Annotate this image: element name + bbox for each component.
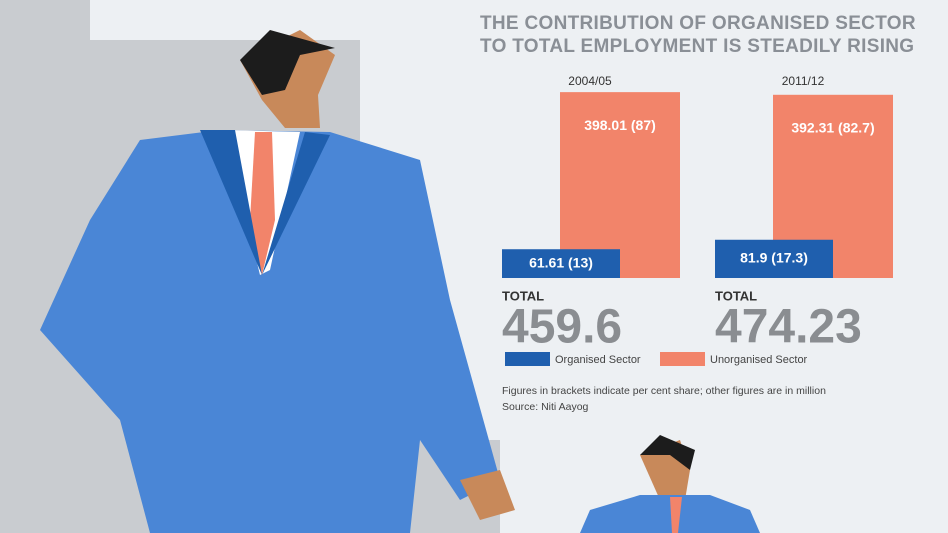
legend-swatch: [505, 352, 550, 366]
value-label: 81.9 (17.3): [740, 250, 808, 266]
category-label: 2011/12: [782, 74, 825, 88]
legend-swatch: [660, 352, 705, 366]
legend-label: Organised Sector: [555, 354, 641, 366]
man-suit: [40, 130, 500, 533]
category-label: 2004/05: [568, 74, 612, 88]
bar: [715, 239, 833, 278]
value-label: 398.01 (87): [584, 117, 656, 133]
boy-hair: [640, 435, 695, 470]
bar: [502, 249, 620, 278]
man-lapel: [200, 130, 330, 275]
total-label: TOTAL: [502, 288, 544, 303]
total-label: TOTAL: [715, 288, 757, 303]
man-hair: [240, 30, 335, 95]
boy-tie: [670, 497, 682, 533]
legend-label: Unorganised Sector: [710, 354, 808, 366]
value-label: 61.61 (13): [529, 254, 593, 270]
man-tie: [250, 132, 275, 275]
note: Figures in brackets indicate per cent sh…: [502, 385, 826, 397]
value-label: 392.31 (82.7): [791, 119, 874, 135]
source: Source: Niti Aayog: [502, 401, 589, 413]
boy-suit: [580, 495, 760, 533]
total-value: 474.23: [715, 301, 862, 354]
bar: [560, 92, 680, 278]
total-value: 459.6: [502, 301, 622, 354]
chart-title: THE CONTRIBUTION OF ORGANISED SECTOR TO …: [480, 13, 916, 57]
man-hand: [460, 470, 515, 520]
